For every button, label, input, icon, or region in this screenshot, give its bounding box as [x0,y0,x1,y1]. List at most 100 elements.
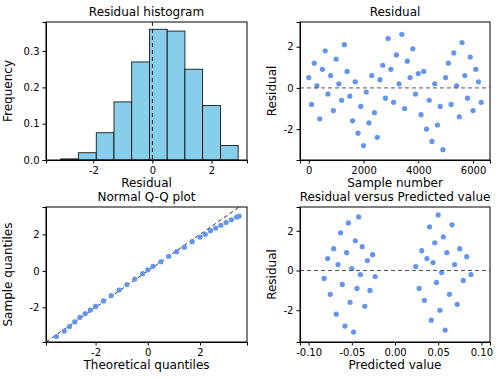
point [452,262,457,267]
plot-area [300,32,490,153]
y-axis-title: Frequency [1,60,15,122]
point [370,252,375,257]
point [424,127,429,132]
title: Residual versus Predicted value [300,190,491,204]
point [446,61,451,66]
point [367,288,372,293]
point [405,59,410,64]
point [334,56,339,61]
axis-line [301,161,491,164]
tick: 0 [150,160,156,176]
point [416,71,421,76]
tick-mark [309,160,310,164]
tick: 0.00 [384,342,406,358]
tick-label: 0 [33,266,39,277]
point [365,258,370,263]
tick-label: -2 [284,124,294,135]
point [344,250,349,255]
tick: 6000 [461,160,486,176]
tick: 0 [145,342,151,358]
tick-mark [43,307,47,308]
tick: 0.10 [471,342,493,358]
tick: 0 [287,83,300,94]
tick-label: 2 [197,347,203,358]
point [369,73,374,78]
point [449,222,454,227]
point [449,102,454,107]
tick-label: 0.1 [24,118,40,129]
point [328,292,333,297]
tick: 0 [33,266,46,277]
point [421,69,426,74]
tick-mark [481,342,482,346]
y-axis-title: Residual [265,249,279,300]
point [377,77,382,82]
tick-mark [152,160,153,164]
point [436,212,441,217]
tick-label: 0.3 [24,46,40,57]
point [354,286,359,291]
point [410,46,415,51]
bar [114,102,132,160]
point [353,238,358,243]
point [457,114,462,119]
point [372,110,377,115]
point [419,248,424,253]
tick-label: 2 [287,226,293,237]
tick: 2 [287,41,300,52]
tick-label: 0 [287,83,293,94]
point [440,147,445,152]
tick: 0 [306,160,312,176]
tick: 2 [197,342,203,358]
point [328,73,333,78]
point [132,276,137,281]
point [386,36,391,41]
point [342,42,347,47]
x-axis-title: Residual [121,176,172,190]
bar [185,69,203,160]
point [88,307,93,312]
tick-label: 0 [150,165,156,176]
point [373,274,378,279]
point [430,260,435,265]
tick-mark [93,160,94,164]
point [468,54,473,59]
panel: 0200040006000-202ResidualSample numberRe… [265,5,491,190]
point [338,230,343,235]
tick-label: -2 [91,347,101,358]
point [145,267,150,272]
point [353,79,358,84]
y-axis: -202 [30,208,47,343]
tick: -2 [284,124,300,135]
tick-mark [297,88,301,89]
tick-label: 2 [287,41,293,52]
point [424,256,429,261]
point [124,282,129,287]
tick-label: -0.10 [296,347,322,358]
point [432,240,437,245]
point [109,293,114,298]
point [355,131,360,136]
point [366,120,371,125]
tick: -0.10 [296,342,322,358]
point [342,324,347,329]
point [208,228,213,233]
point [54,334,59,339]
tick-mark [212,160,213,164]
point [364,89,369,94]
point [218,223,223,228]
point [351,329,356,334]
point [479,100,484,105]
point [83,311,88,316]
point [461,278,466,283]
tick-mark [200,342,201,346]
point [432,81,437,86]
point [166,254,171,259]
bar [220,145,238,160]
point [434,280,439,285]
axis-line [297,208,301,343]
point [213,225,218,230]
tick-label: 0.05 [428,347,450,358]
bar [167,31,185,160]
point [116,287,121,292]
